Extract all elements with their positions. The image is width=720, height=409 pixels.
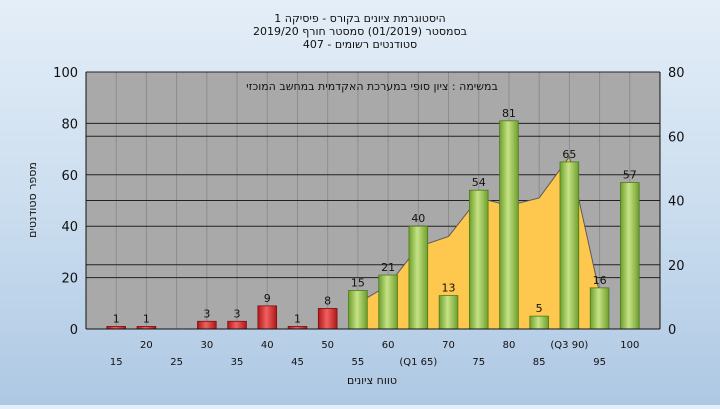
x-tick-label: 40 bbox=[261, 340, 274, 351]
data-label-45: 1 bbox=[294, 312, 301, 325]
data-label-50: 8 bbox=[324, 294, 331, 307]
chart-annotation: במשימה : ציון סופי במערכת האקדמית במחשב … bbox=[246, 80, 498, 93]
y-axis-label: מספר סטודנטים bbox=[26, 162, 39, 238]
data-label-30: 3 bbox=[203, 307, 210, 320]
x-tick-label: 20 bbox=[140, 340, 153, 351]
x-tick-label: 70 bbox=[442, 340, 455, 351]
y-tick-label: 0 bbox=[70, 323, 78, 338]
y2-tick-label: 60 bbox=[668, 130, 685, 145]
x-tick-label: 60 bbox=[382, 340, 395, 351]
bar-50 bbox=[317, 308, 338, 330]
x-tick-label: (Q3 90) bbox=[550, 340, 588, 351]
data-label-40: 9 bbox=[264, 292, 271, 305]
chart-title: היסטוגרמת ציונים בקורס - פיסיקה 1 bbox=[274, 12, 445, 25]
y2-tick-label: 20 bbox=[668, 259, 685, 274]
bar-60 bbox=[378, 274, 398, 330]
bar-35 bbox=[227, 320, 247, 330]
bar-75 bbox=[468, 189, 489, 330]
y2-tick-label: 0 bbox=[668, 323, 676, 338]
bar-40 bbox=[257, 305, 278, 330]
data-label-55: 15 bbox=[351, 276, 365, 289]
data-label-95: 16 bbox=[593, 274, 607, 287]
data-label-65: 40 bbox=[411, 212, 425, 225]
data-label-90: 65 bbox=[562, 148, 576, 161]
bar-80 bbox=[499, 120, 519, 330]
x-tick-label: 85 bbox=[533, 357, 546, 368]
bar-65 bbox=[408, 225, 429, 330]
chart-subtitle-line-2: סטודנטים רשומים - 407 bbox=[303, 38, 417, 51]
data-label-20: 1 bbox=[143, 312, 150, 325]
x-axis-label: טווח ציונים bbox=[347, 374, 397, 387]
bar-100 bbox=[620, 182, 640, 330]
x-tick-label: (Q1 65) bbox=[399, 357, 437, 368]
y-tick-label: 80 bbox=[61, 117, 78, 132]
y2-tick-label: 40 bbox=[668, 195, 685, 210]
bar-95 bbox=[589, 287, 610, 330]
x-tick-label: 95 bbox=[593, 357, 606, 368]
data-label-85: 5 bbox=[536, 302, 543, 315]
data-label-100: 57 bbox=[623, 169, 637, 182]
data-label-70: 13 bbox=[442, 282, 456, 295]
chart-subtitle-line-1: בסמסטר (01/2019) סמסטר חורף 2019/20 bbox=[253, 25, 467, 38]
data-label-80: 81 bbox=[502, 107, 516, 120]
bar-55 bbox=[348, 290, 368, 330]
bar-30 bbox=[197, 320, 217, 330]
x-tick-label: 15 bbox=[110, 357, 123, 368]
x-tick-label: 25 bbox=[170, 357, 183, 368]
x-tick-label: 35 bbox=[231, 357, 244, 368]
y-tick-label: 60 bbox=[61, 169, 78, 184]
data-label-15: 1 bbox=[113, 312, 120, 325]
bar-70 bbox=[438, 295, 459, 330]
x-tick-label: 50 bbox=[321, 340, 334, 351]
x-tick-label: 75 bbox=[472, 357, 485, 368]
y-tick-label: 40 bbox=[61, 220, 78, 235]
data-label-60: 21 bbox=[381, 261, 395, 274]
y-tick-label: 100 bbox=[53, 66, 78, 81]
bar-85 bbox=[529, 315, 549, 330]
y-tick-label: 20 bbox=[61, 272, 78, 287]
data-label-35: 3 bbox=[234, 307, 241, 320]
y2-tick-label: 80 bbox=[668, 66, 685, 81]
x-tick-label: 30 bbox=[200, 340, 213, 351]
x-tick-label: 45 bbox=[291, 357, 304, 368]
x-tick-label: 55 bbox=[352, 357, 365, 368]
x-tick-label: 80 bbox=[503, 340, 516, 351]
bar-90 bbox=[559, 161, 580, 330]
x-tick-label: 100 bbox=[620, 340, 639, 351]
data-label-75: 54 bbox=[472, 176, 486, 189]
